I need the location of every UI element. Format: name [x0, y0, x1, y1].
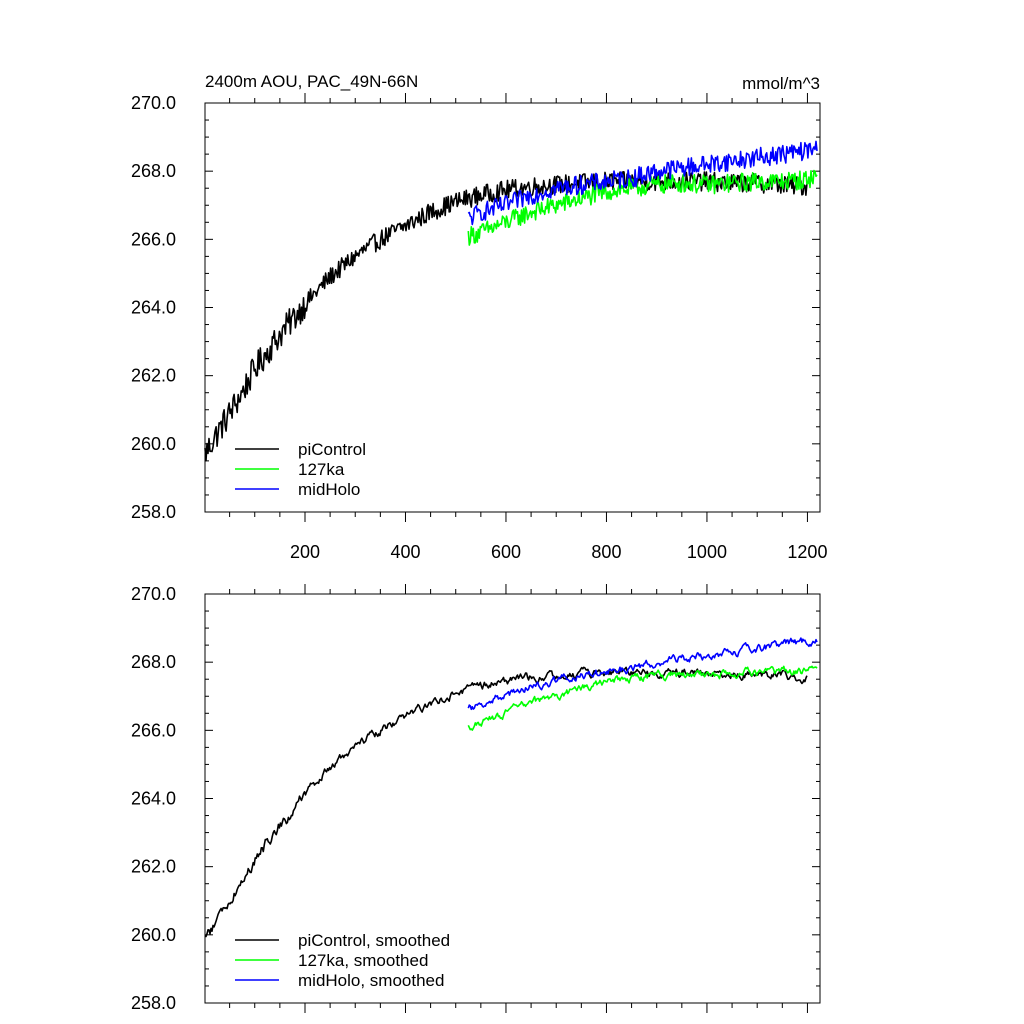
bottom-panel: 258.0 260.0 262.0 264.0 266.0 268.0 270.0 piCon… [131, 584, 821, 1013]
series-line-127ka [467, 169, 818, 246]
chart-title: 2400m AOU, PAC_49N-66N [205, 72, 418, 91]
y-tick-label: 262.0 [131, 857, 176, 877]
y-tick-label: 268.0 [131, 161, 176, 181]
y-tick-label: 268.0 [131, 652, 176, 672]
series-line-127ka [467, 665, 818, 731]
series-line-midholo [467, 637, 818, 711]
legend-label: 127ka, smoothed [298, 951, 428, 970]
y-tick-label: 266.0 [131, 720, 176, 740]
legend-label: midHolo, smoothed [298, 971, 444, 990]
x-tick-label: 1000 [687, 542, 727, 562]
series-line-picontrol [204, 666, 808, 938]
top-panel: 2400m AOU, PAC_49N-66N mmol/m^3 258.0 260.0… [131, 72, 828, 562]
y-tick-label: 262.0 [131, 366, 176, 386]
legend-label: piControl [298, 440, 366, 459]
y-tick-label: 258.0 [131, 502, 176, 522]
y-tick-label: 270.0 [131, 93, 176, 113]
y-tick-label: 260.0 [131, 434, 176, 454]
y-tick-label: 266.0 [131, 229, 176, 249]
x-tick-label: 1200 [787, 542, 827, 562]
x-tick-label: 800 [591, 542, 621, 562]
legend-label: piControl, smoothed [298, 931, 450, 950]
legend-label: 127ka [298, 460, 345, 479]
y-tick-label: 264.0 [131, 789, 176, 809]
y-tick-label: 264.0 [131, 298, 176, 318]
y-tick-label: 260.0 [131, 925, 176, 945]
legend-label: midHolo [298, 480, 360, 499]
x-tick-label: 400 [390, 542, 420, 562]
series-line-midholo [467, 140, 818, 226]
x-tick-label: 200 [290, 542, 320, 562]
units-label: mmol/m^3 [742, 74, 820, 93]
y-tick-label: 270.0 [131, 584, 176, 604]
y-tick-label: 258.0 [131, 993, 176, 1013]
x-tick-label: 600 [491, 542, 521, 562]
series-line-picontrol [204, 171, 808, 462]
